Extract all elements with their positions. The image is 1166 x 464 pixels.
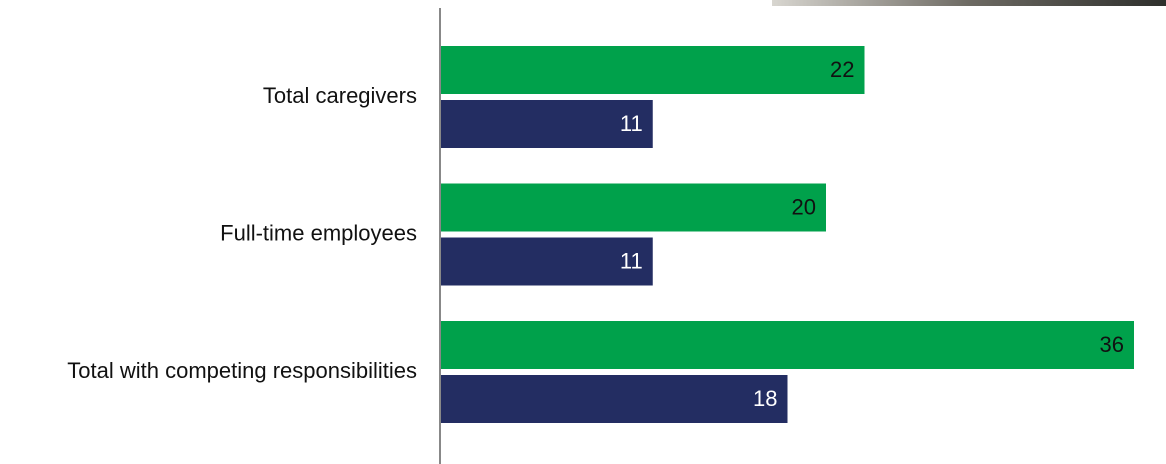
value-label: 11 — [620, 248, 643, 273]
value-label: 36 — [1100, 332, 1124, 357]
value-label: 18 — [753, 386, 777, 411]
bar — [441, 375, 788, 423]
value-label: 11 — [620, 111, 643, 136]
bar — [441, 321, 1134, 369]
category-label: Full-time employees — [220, 220, 417, 245]
photo-fragment — [772, 0, 1166, 6]
value-label: 22 — [830, 57, 854, 82]
bar — [441, 237, 653, 286]
bar — [441, 100, 653, 148]
category-label: Total caregivers — [263, 83, 417, 108]
value-label: 20 — [792, 194, 816, 219]
bar — [441, 46, 865, 94]
category-label: Total with competing responsibilities — [67, 358, 417, 383]
bar — [441, 183, 826, 232]
